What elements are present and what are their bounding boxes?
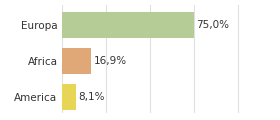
Text: 75,0%: 75,0% (196, 20, 229, 30)
Text: 16,9%: 16,9% (94, 56, 127, 66)
Bar (62, 48, 91, 74)
Text: 8,1%: 8,1% (78, 92, 105, 102)
Bar (62, 12, 193, 38)
Bar (62, 84, 76, 110)
